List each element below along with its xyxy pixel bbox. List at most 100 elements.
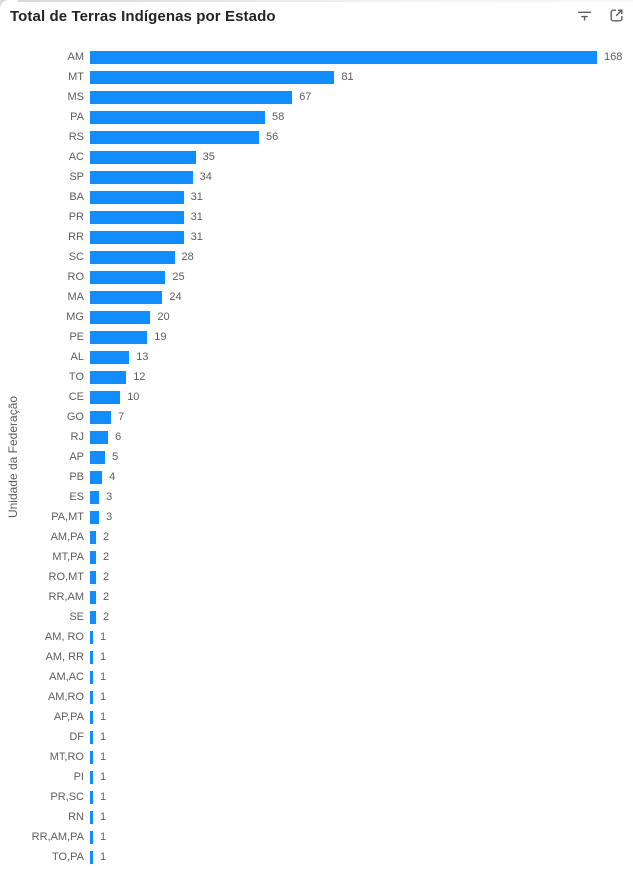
bar[interactable] — [90, 630, 93, 644]
value-label: 34 — [199, 171, 212, 183]
chart-row: AP 5 — [0, 447, 633, 467]
category-label: TO,PA — [52, 851, 84, 863]
category-label: AM,RO — [47, 691, 84, 703]
bar[interactable] — [90, 550, 96, 564]
value-label: 58 — [272, 111, 285, 123]
category-label: RR — [68, 231, 84, 243]
chart-row: RN 1 — [0, 807, 633, 827]
chart-row: MG 20 — [0, 307, 633, 327]
value-label: 35 — [202, 151, 215, 163]
bar[interactable] — [90, 530, 96, 544]
chart-row: PR,SC 1 — [0, 787, 633, 807]
chart-row: PB 4 — [0, 467, 633, 487]
category-label: RR,AM — [48, 591, 84, 603]
value-label: 31 — [190, 211, 203, 223]
value-label: 2 — [103, 611, 110, 623]
bar[interactable] — [90, 410, 112, 424]
value-label: 1 — [100, 811, 107, 823]
card-top-edge — [0, 0, 633, 2]
value-label: 1 — [100, 791, 107, 803]
bar[interactable] — [90, 270, 166, 284]
bar[interactable] — [90, 90, 293, 104]
bar[interactable] — [90, 730, 93, 744]
bar[interactable] — [90, 170, 193, 184]
bar[interactable] — [90, 850, 93, 864]
bar[interactable] — [90, 350, 130, 364]
bar[interactable] — [90, 770, 93, 784]
value-label: 67 — [299, 91, 312, 103]
category-label: SE — [69, 611, 84, 623]
category-label: PE — [69, 331, 84, 343]
bar[interactable] — [90, 110, 265, 124]
category-label: AM,AC — [49, 671, 84, 683]
value-label: 5 — [112, 451, 119, 463]
category-label: RN — [68, 811, 84, 823]
bar[interactable] — [90, 250, 175, 264]
chart-row: ES 3 — [0, 487, 633, 507]
bar[interactable] — [90, 190, 184, 204]
bar[interactable] — [90, 690, 93, 704]
bar[interactable] — [90, 650, 93, 664]
focus-mode-icon[interactable] — [608, 7, 625, 24]
category-label: AM,PA — [50, 531, 84, 543]
bar[interactable] — [90, 230, 184, 244]
category-label: MT — [68, 71, 84, 83]
bar[interactable] — [90, 210, 184, 224]
chart-row: PA,MT 3 — [0, 507, 633, 527]
bar[interactable] — [90, 310, 151, 324]
value-label: 3 — [106, 491, 113, 503]
bar[interactable] — [90, 390, 121, 404]
category-label: AM, RO — [44, 631, 84, 643]
bar[interactable] — [90, 750, 93, 764]
value-label: 1 — [100, 831, 107, 843]
value-label: 31 — [190, 191, 203, 203]
value-label: 31 — [190, 231, 203, 243]
chart-row: GO 7 — [0, 407, 633, 427]
bar[interactable] — [90, 830, 93, 844]
bar[interactable] — [90, 490, 100, 504]
value-label: 2 — [103, 591, 110, 603]
filter-icon[interactable] — [576, 7, 593, 24]
chart-row: BA 31 — [0, 187, 633, 207]
bar[interactable] — [90, 510, 100, 524]
bar[interactable] — [90, 590, 96, 604]
bar[interactable] — [90, 710, 93, 724]
chart-row: AM,AC 1 — [0, 667, 633, 687]
bar[interactable] — [90, 810, 93, 824]
bar[interactable] — [90, 430, 109, 444]
chart-row: MT,PA 2 — [0, 547, 633, 567]
bar[interactable] — [90, 790, 93, 804]
bar[interactable] — [90, 610, 96, 624]
chart-row: PI 1 — [0, 767, 633, 787]
chart-row: RR 31 — [0, 227, 633, 247]
chart-row: RJ 6 — [0, 427, 633, 447]
bar[interactable] — [90, 130, 259, 144]
value-label: 1 — [100, 631, 107, 643]
value-label: 25 — [172, 271, 185, 283]
bar[interactable] — [90, 670, 93, 684]
category-label: DF — [69, 731, 84, 743]
value-label: 2 — [103, 531, 110, 543]
bar[interactable] — [90, 470, 103, 484]
chart-row: SE 2 — [0, 607, 633, 627]
chart-row: PE 19 — [0, 327, 633, 347]
category-label: AM, RR — [45, 651, 85, 663]
bar[interactable] — [90, 330, 148, 344]
bar[interactable] — [90, 70, 335, 84]
bar[interactable] — [90, 450, 106, 464]
value-label: 2 — [103, 571, 110, 583]
chart-row: SC 28 — [0, 247, 633, 267]
bar[interactable] — [90, 290, 163, 304]
bar[interactable] — [90, 370, 127, 384]
category-label: TO — [68, 371, 84, 383]
chart-row: RR,AM 2 — [0, 587, 633, 607]
bar[interactable] — [90, 150, 196, 164]
chart-row: RS 56 — [0, 127, 633, 147]
value-label: 6 — [115, 431, 122, 443]
chart-row: SP 34 — [0, 167, 633, 187]
bar[interactable] — [90, 570, 96, 584]
category-label: MS — [67, 91, 85, 103]
bar[interactable] — [90, 50, 597, 64]
category-label: RO — [67, 271, 85, 283]
value-label: 10 — [127, 391, 140, 403]
